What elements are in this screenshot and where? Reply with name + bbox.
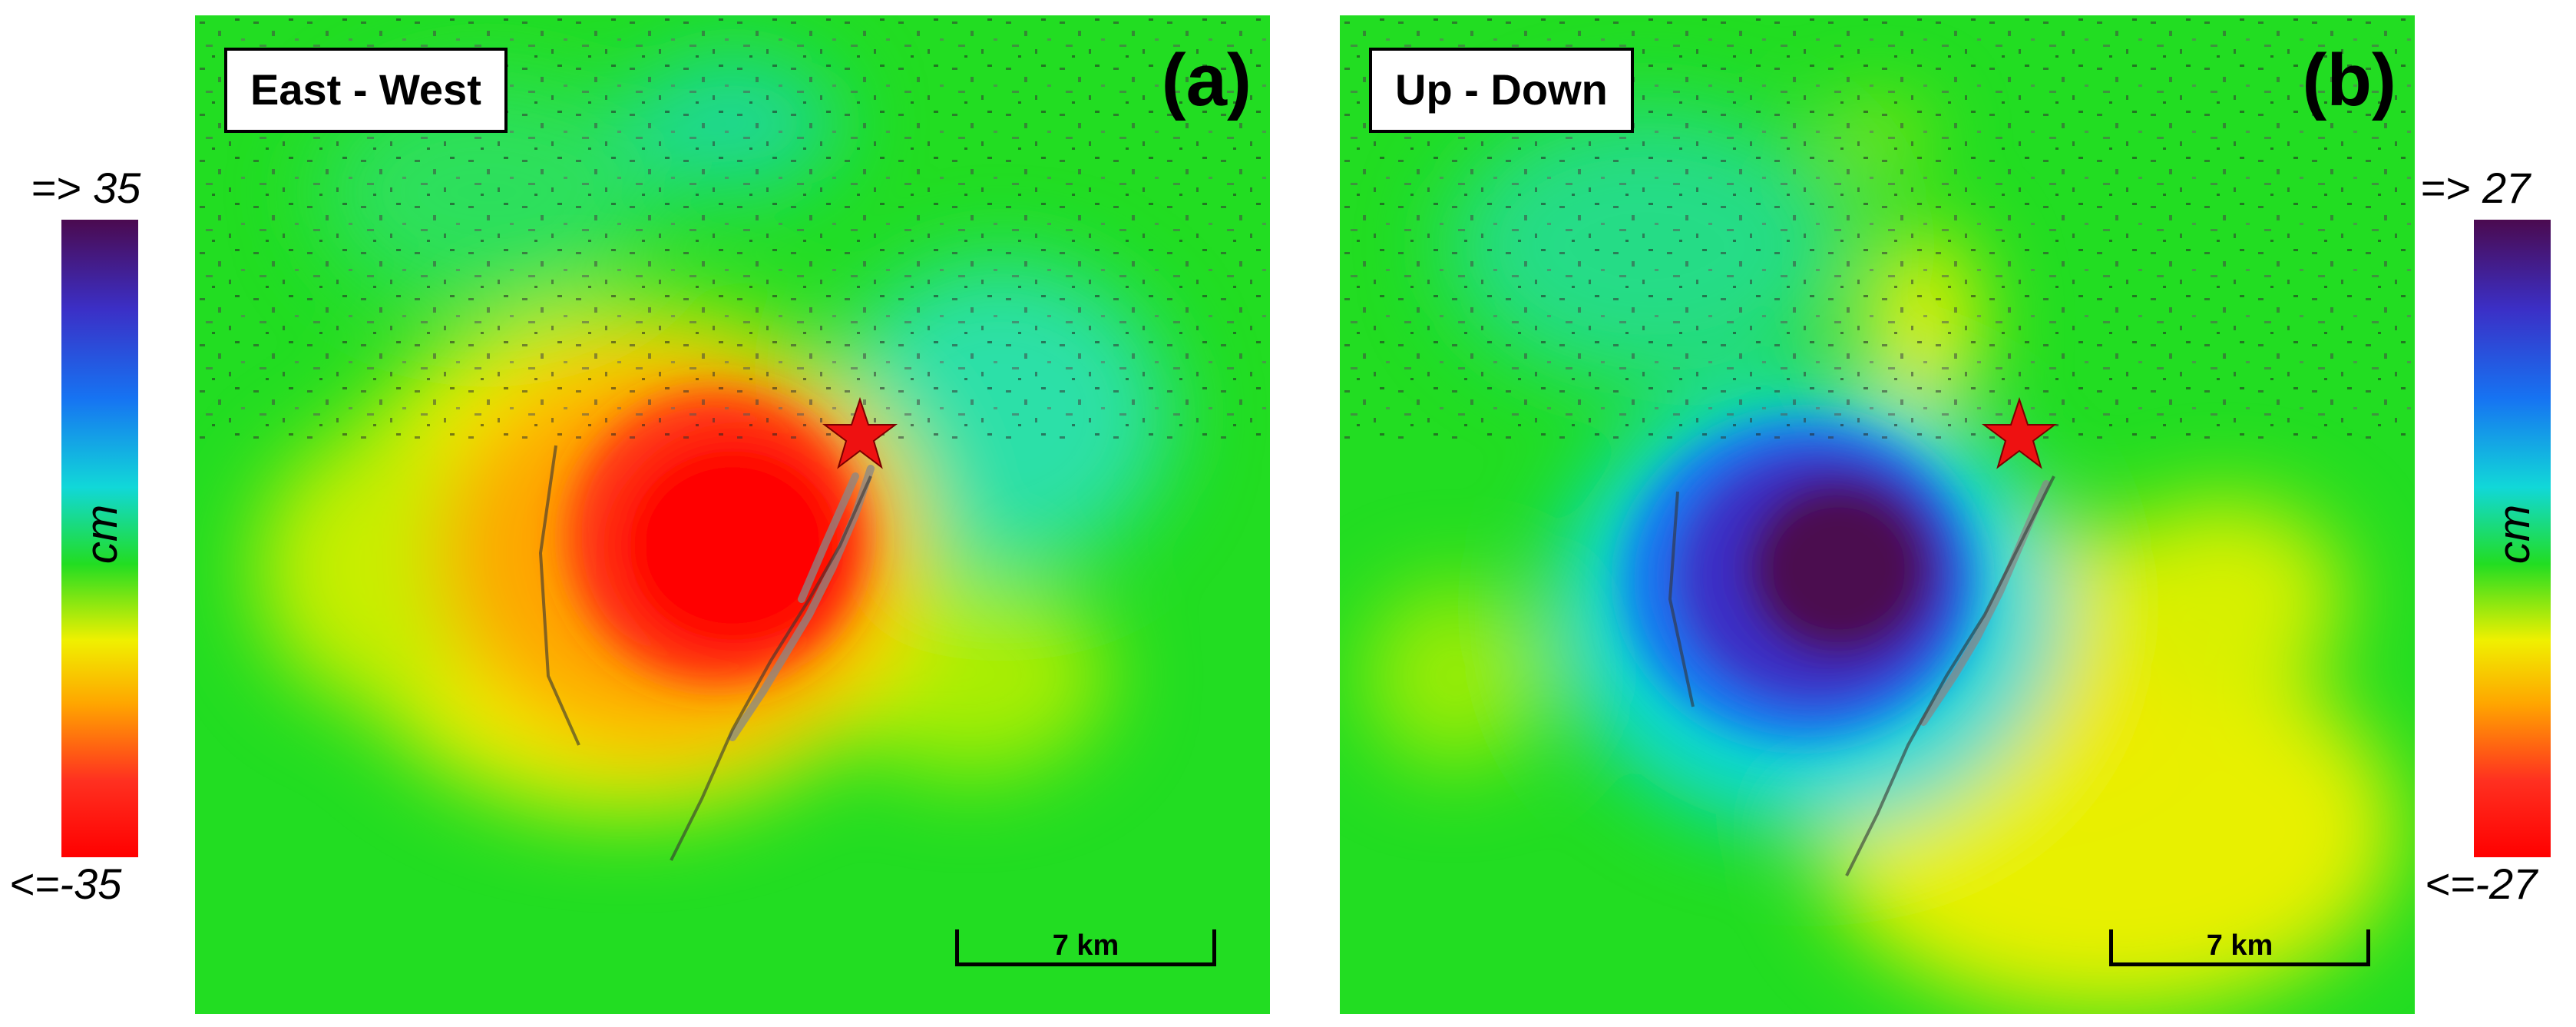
colorbar-up-down [2474,220,2551,857]
colorbar-max-label: => 35 [31,164,141,212]
scale-bar: 7 km [2109,928,2370,966]
map-panel-up-down: Up - Down (b) 7 km [1340,15,2415,1014]
panel-letter: (a) [1161,39,1252,121]
colorbar-unit-label: cm [2489,504,2540,565]
map-panel-east-west: East - West (a) 7 km [195,15,1270,1014]
panel-title: Up - Down [1369,48,1634,133]
colorbar-gradient [2474,220,2551,857]
displacement-map [195,15,1270,1014]
scale-bar-label: 7 km [2206,929,2273,962]
panel-title: East - West [224,48,508,133]
colorbar-max-label: => 27 [2420,164,2531,212]
colorbar-gradient [61,220,138,857]
scale-bar-label: 7 km [1052,929,1119,962]
scale-bar: 7 km [955,928,1216,966]
colorbar-east-west [61,220,138,857]
panel-letter: (b) [2302,39,2396,121]
red-star-icon [822,396,898,469]
red-star-icon [1982,396,2057,469]
displacement-map [1340,15,2415,1014]
colorbar-min-label: <=-27 [2425,860,2538,908]
colorbar-unit-label: cm [77,504,127,565]
colorbar-min-label: <=-35 [9,860,122,908]
